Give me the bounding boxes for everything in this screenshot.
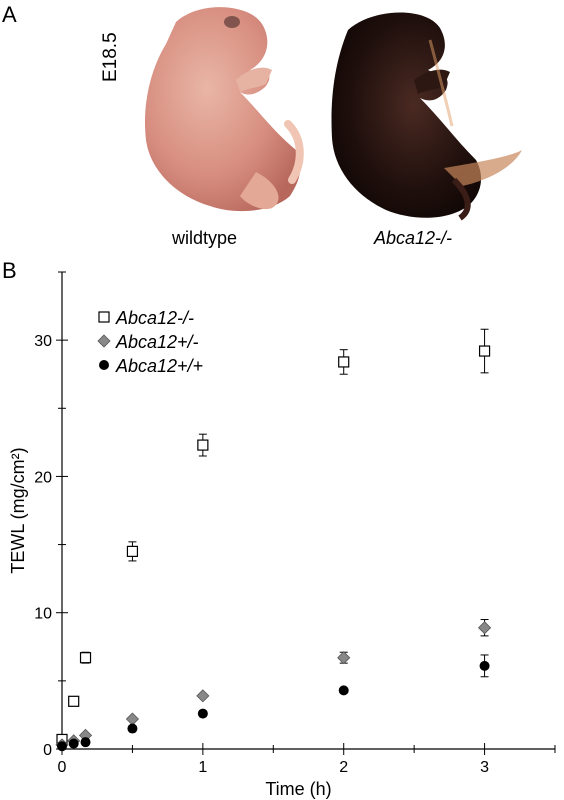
y-tick-label: 0 — [43, 742, 52, 759]
embryo-photos — [144, 7, 522, 221]
data-point — [337, 651, 351, 665]
data-point — [479, 660, 490, 671]
chart-axes: 0 10 20 30 0 1 2 3 Time (h) TEWL (mg/cm²) — [8, 271, 556, 799]
x-tick-label: 2 — [339, 759, 348, 776]
data-point — [126, 545, 139, 557]
wildtype-embryo-image — [144, 7, 304, 212]
x-tick-label: 3 — [480, 759, 489, 776]
data-point — [196, 689, 210, 703]
legend-label: Abca12+/- — [115, 332, 199, 352]
wildtype-caption: wildtype — [172, 228, 238, 248]
data-point — [79, 652, 92, 664]
x-tick-label: 0 — [58, 759, 67, 776]
data-point — [478, 621, 492, 635]
legend-label: Abca12-/- — [115, 308, 194, 328]
knockout-caption: Abca12-/- — [374, 228, 453, 248]
data-point — [125, 712, 139, 726]
data-point — [68, 738, 79, 749]
data-point — [338, 356, 350, 368]
legend-marker — [97, 334, 111, 348]
data-point — [80, 737, 91, 748]
knockout-embryo-image — [331, 12, 522, 221]
data-point — [197, 708, 208, 719]
data-point — [338, 685, 349, 696]
data-point — [197, 439, 209, 451]
x-axis-title: Time (h) — [265, 779, 331, 799]
data-point — [127, 723, 138, 734]
data-point — [478, 345, 491, 357]
legend-marker — [99, 360, 109, 370]
y-tick-label: 20 — [34, 469, 52, 486]
panel-a-label: A — [2, 2, 17, 27]
legend-label: Abca12+/+ — [115, 356, 203, 376]
data-point — [57, 741, 67, 752]
panel-b-label: B — [2, 258, 17, 283]
x-tick-label: 1 — [198, 759, 207, 776]
chart-legend: Abca12-/- Abca12+/- Abca12+/+ — [97, 308, 203, 376]
legend-marker — [98, 311, 110, 323]
chart-marks — [55, 328, 492, 752]
y-tick-label: 30 — [34, 333, 52, 350]
y-tick-label: 10 — [34, 606, 52, 623]
data-point — [68, 695, 80, 707]
y-axis-title: TEWL (mg/cm²) — [8, 447, 28, 573]
